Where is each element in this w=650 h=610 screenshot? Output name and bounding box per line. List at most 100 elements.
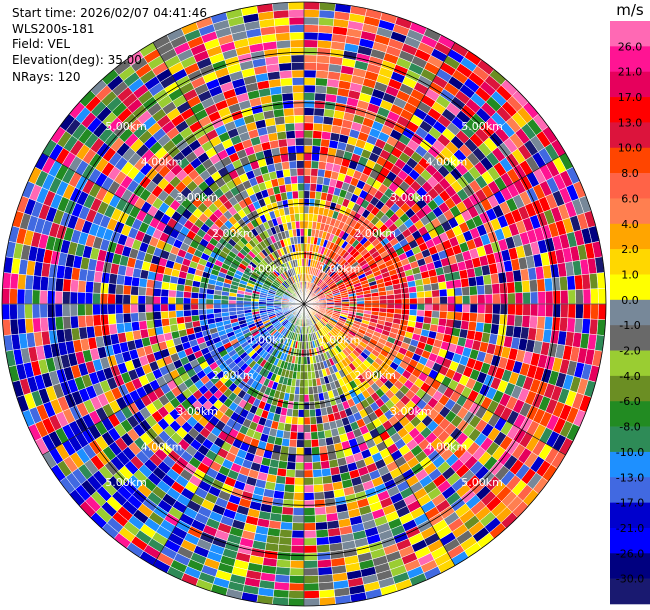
range-ring-label: 1.00km bbox=[319, 262, 361, 275]
range-ring-label: 4.00km bbox=[141, 156, 183, 169]
velocity-gate bbox=[408, 309, 418, 317]
velocity-gate bbox=[408, 285, 417, 294]
velocity-gate bbox=[176, 316, 185, 325]
velocity-gate bbox=[401, 292, 410, 300]
velocity-gate bbox=[528, 315, 538, 329]
velocity-gate bbox=[590, 288, 599, 305]
velocity-gate bbox=[437, 317, 447, 327]
velocity-gate bbox=[107, 313, 117, 325]
velocity-gate bbox=[310, 160, 320, 170]
velocity-gate bbox=[54, 290, 63, 305]
velocity-gate bbox=[250, 303, 260, 308]
velocity-gate bbox=[316, 544, 331, 554]
velocity-gate bbox=[303, 341, 307, 350]
colorbar-title: m/s bbox=[616, 1, 644, 19]
velocity-gate bbox=[291, 537, 305, 546]
velocity-gate bbox=[24, 317, 34, 334]
velocity-gate bbox=[16, 288, 26, 305]
velocity-gate bbox=[312, 130, 323, 140]
velocity-gate bbox=[295, 228, 301, 237]
velocity-gate bbox=[454, 295, 463, 305]
velocity-gate bbox=[303, 213, 310, 222]
velocity-gate bbox=[69, 291, 79, 305]
velocity-gate bbox=[294, 213, 300, 222]
velocity-gate bbox=[317, 566, 333, 576]
velocity-gate bbox=[416, 303, 426, 311]
colorbar-tick-label: 1.0 bbox=[621, 269, 639, 282]
velocity-gate bbox=[316, 423, 325, 432]
velocity-gate bbox=[315, 521, 328, 531]
velocity-gate bbox=[317, 574, 334, 584]
velocity-gate bbox=[303, 182, 311, 192]
velocity-gate bbox=[477, 294, 486, 305]
velocity-gate bbox=[431, 289, 440, 298]
velocity-gate bbox=[299, 371, 305, 380]
velocity-gate bbox=[77, 291, 86, 305]
velocity-gate bbox=[303, 190, 311, 199]
velocity-gate bbox=[551, 276, 561, 292]
velocity-gate bbox=[498, 282, 508, 294]
velocity-gate bbox=[17, 318, 27, 335]
velocity-gate bbox=[454, 303, 463, 313]
velocity-gate bbox=[303, 77, 317, 86]
velocity-gate bbox=[424, 297, 433, 305]
velocity-gate bbox=[131, 276, 141, 287]
velocity-gate bbox=[296, 235, 302, 245]
velocity-gate bbox=[431, 310, 440, 319]
range-ring-label: 3.00km bbox=[390, 405, 432, 418]
velocity-gate bbox=[303, 545, 318, 554]
velocity-gate bbox=[285, 130, 296, 140]
velocity-gate bbox=[506, 314, 516, 327]
range-ring-label: 3.00km bbox=[176, 405, 218, 418]
velocity-gate bbox=[289, 168, 298, 177]
velocity-gate bbox=[278, 536, 293, 546]
velocity-gate bbox=[311, 453, 321, 463]
velocity-gate bbox=[394, 303, 403, 310]
velocity-gate bbox=[114, 293, 124, 305]
velocity-gate bbox=[152, 311, 162, 321]
velocity-gate bbox=[476, 284, 486, 296]
velocity-gate bbox=[280, 153, 290, 163]
velocity-gate bbox=[297, 416, 305, 426]
velocity-gate bbox=[289, 560, 305, 569]
velocity-gate bbox=[386, 298, 395, 305]
velocity-gate bbox=[581, 318, 591, 335]
velocity-gate bbox=[276, 551, 292, 561]
velocity-gate bbox=[160, 296, 169, 305]
velocity-gate bbox=[310, 431, 319, 440]
velocity-gate bbox=[39, 303, 48, 319]
velocity-gate bbox=[284, 476, 296, 486]
velocity-gate bbox=[183, 291, 192, 299]
velocity-gate bbox=[297, 190, 305, 199]
velocity-gate bbox=[288, 9, 305, 18]
velocity-gate bbox=[291, 416, 299, 425]
velocity-gate bbox=[303, 348, 308, 358]
velocity-gate bbox=[293, 205, 300, 215]
velocity-gate bbox=[314, 92, 327, 102]
velocity-gate bbox=[536, 315, 546, 330]
velocity-gate bbox=[62, 278, 72, 293]
velocity-gate bbox=[293, 107, 305, 116]
velocity-gate bbox=[468, 285, 478, 296]
velocity-gate bbox=[160, 288, 170, 298]
velocity-gate bbox=[313, 491, 325, 501]
velocity-gate bbox=[138, 320, 148, 331]
velocity-gate bbox=[545, 290, 554, 305]
velocity-gate bbox=[54, 316, 64, 331]
velocity-gate bbox=[39, 317, 49, 332]
velocity-gate bbox=[303, 145, 313, 154]
velocity-gate bbox=[122, 294, 131, 305]
velocity-gate bbox=[560, 303, 569, 319]
velocity-gate bbox=[288, 590, 305, 599]
velocity-gate bbox=[306, 363, 312, 373]
velocity-gate bbox=[589, 318, 599, 336]
velocity-gate bbox=[316, 54, 331, 64]
range-ring-label: 2.00km bbox=[212, 369, 254, 382]
velocity-gate bbox=[300, 235, 305, 244]
velocity-gate bbox=[275, 566, 291, 576]
velocity-gate bbox=[289, 31, 305, 41]
velocity-gate bbox=[281, 161, 291, 171]
velocity-gate bbox=[394, 298, 403, 305]
velocity-gate bbox=[491, 283, 501, 295]
velocity-gate bbox=[498, 314, 508, 326]
